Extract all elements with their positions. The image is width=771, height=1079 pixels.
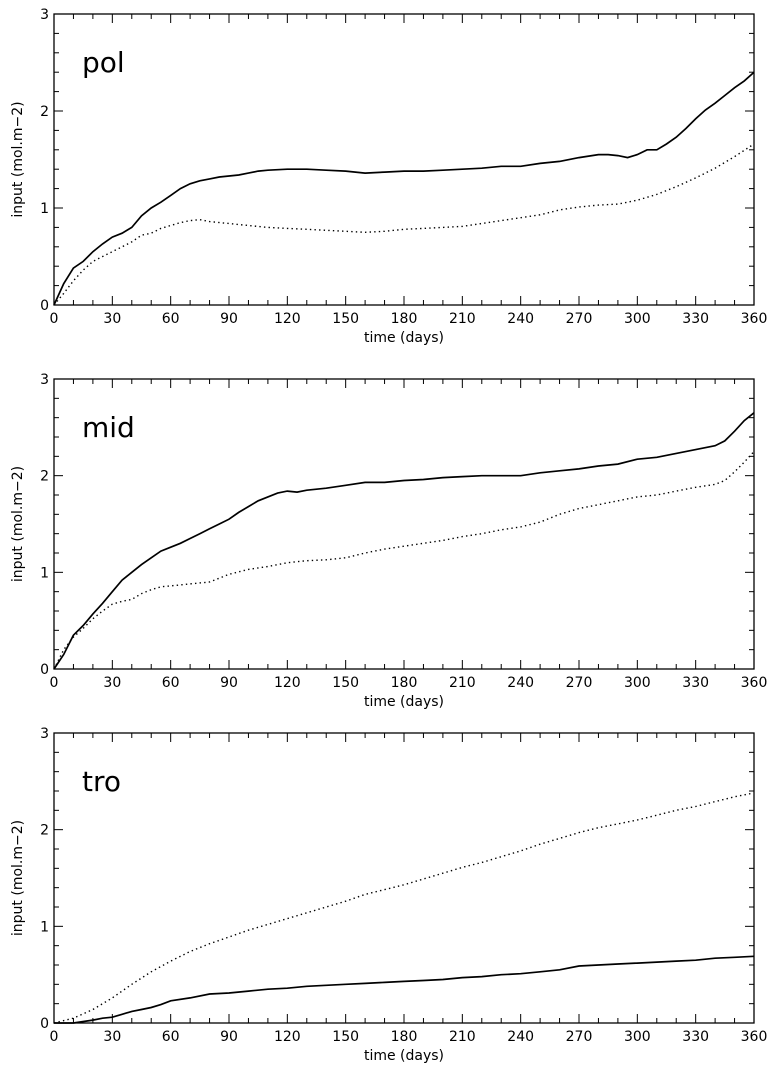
y-tick-label: 3	[40, 7, 49, 23]
series-line-solid	[54, 955, 755, 1024]
x-tick-label: 120	[274, 675, 301, 691]
x-tick-label: 60	[162, 1029, 180, 1045]
y-tick-label: 3	[40, 372, 49, 388]
y-tick-label: 2	[40, 104, 49, 120]
x-tick-label: 240	[507, 1029, 534, 1045]
y-tick-label: 1	[40, 201, 49, 217]
y-tick-label: 0	[40, 662, 49, 678]
plot-frame	[53, 13, 755, 306]
x-tick-label: 300	[624, 675, 651, 691]
panel-title: pol	[82, 46, 125, 79]
y-tick-label: 1	[40, 565, 49, 581]
series-line-dotted	[53, 143, 755, 306]
series-line-solid	[53, 71, 755, 306]
x-tick-label: 180	[391, 675, 418, 691]
y-tick-label: 0	[40, 1016, 49, 1032]
x-tick-label: 150	[332, 675, 359, 691]
x-tick-label: 30	[103, 675, 121, 691]
x-tick-label: 330	[682, 311, 709, 327]
x-tick-label: 240	[507, 311, 534, 327]
panel-title: mid	[82, 411, 135, 444]
chart-panel-tro: 0 30 60 90 120 150 180 210 240 270 300 330 360 0 1 2 3 ti…	[10, 726, 767, 1064]
x-tick-label: 60	[162, 311, 180, 327]
y-axis-label: input (mol.m−2)	[10, 466, 26, 582]
y-axis-label: input (mol.m−2)	[10, 101, 26, 217]
x-tick-label: 150	[332, 311, 359, 327]
x-tick-label: 60	[162, 675, 180, 691]
x-axis-label: time (days)	[364, 1048, 444, 1064]
x-tick-label: 240	[507, 675, 534, 691]
x-tick-label: 90	[220, 311, 238, 327]
x-tick-label: 360	[741, 311, 768, 327]
x-tick-label: 210	[449, 311, 476, 327]
x-tick-label: 300	[624, 1029, 651, 1045]
x-tick-label: 30	[103, 311, 121, 327]
x-tick-label: 360	[741, 675, 768, 691]
x-tick-label: 360	[741, 1029, 768, 1045]
x-axis-label: time (days)	[364, 694, 444, 710]
y-tick-label: 0	[40, 298, 49, 314]
chart-panel-pol: 0 30 60 90 120 150 180 210 240 270 300 330 360 0 1 2 3 ti…	[10, 7, 767, 346]
series-line-solid	[53, 412, 755, 670]
x-tick-label: 0	[50, 311, 59, 327]
series-line-dotted	[53, 792, 755, 1024]
x-tick-label: 300	[624, 311, 651, 327]
y-tick-label: 2	[40, 823, 49, 839]
y-tick-label: 2	[40, 469, 49, 485]
x-tick-label: 210	[449, 1029, 476, 1045]
x-tick-label: 90	[220, 675, 238, 691]
chart-panel-mid: 0 30 60 90 120 150 180 210 240 270 300 330 360 0 1 2 3 ti…	[10, 372, 767, 710]
x-tick-label: 210	[449, 675, 476, 691]
x-tick-label: 0	[50, 1029, 59, 1045]
x-tick-label: 270	[566, 675, 593, 691]
plot-frame	[53, 378, 755, 670]
y-tick-label: 3	[40, 726, 49, 742]
x-tick-label: 330	[682, 675, 709, 691]
panel-title: tro	[82, 765, 121, 798]
x-tick-label: 180	[391, 1029, 418, 1045]
x-tick-label: 270	[566, 311, 593, 327]
x-tick-label: 0	[50, 675, 59, 691]
x-tick-label: 270	[566, 1029, 593, 1045]
x-axis-label: time (days)	[364, 330, 444, 346]
y-tick-label: 1	[40, 919, 49, 935]
x-tick-label: 90	[220, 1029, 238, 1045]
y-axis-label: input (mol.m−2)	[10, 820, 26, 936]
x-tick-label: 120	[274, 311, 301, 327]
x-tick-label: 120	[274, 1029, 301, 1045]
plot-frame	[53, 732, 755, 1024]
x-tick-label: 150	[332, 1029, 359, 1045]
x-tick-label: 330	[682, 1029, 709, 1045]
x-tick-label: 180	[391, 311, 418, 327]
series-line-dotted	[53, 451, 755, 670]
x-tick-label: 30	[103, 1029, 121, 1045]
